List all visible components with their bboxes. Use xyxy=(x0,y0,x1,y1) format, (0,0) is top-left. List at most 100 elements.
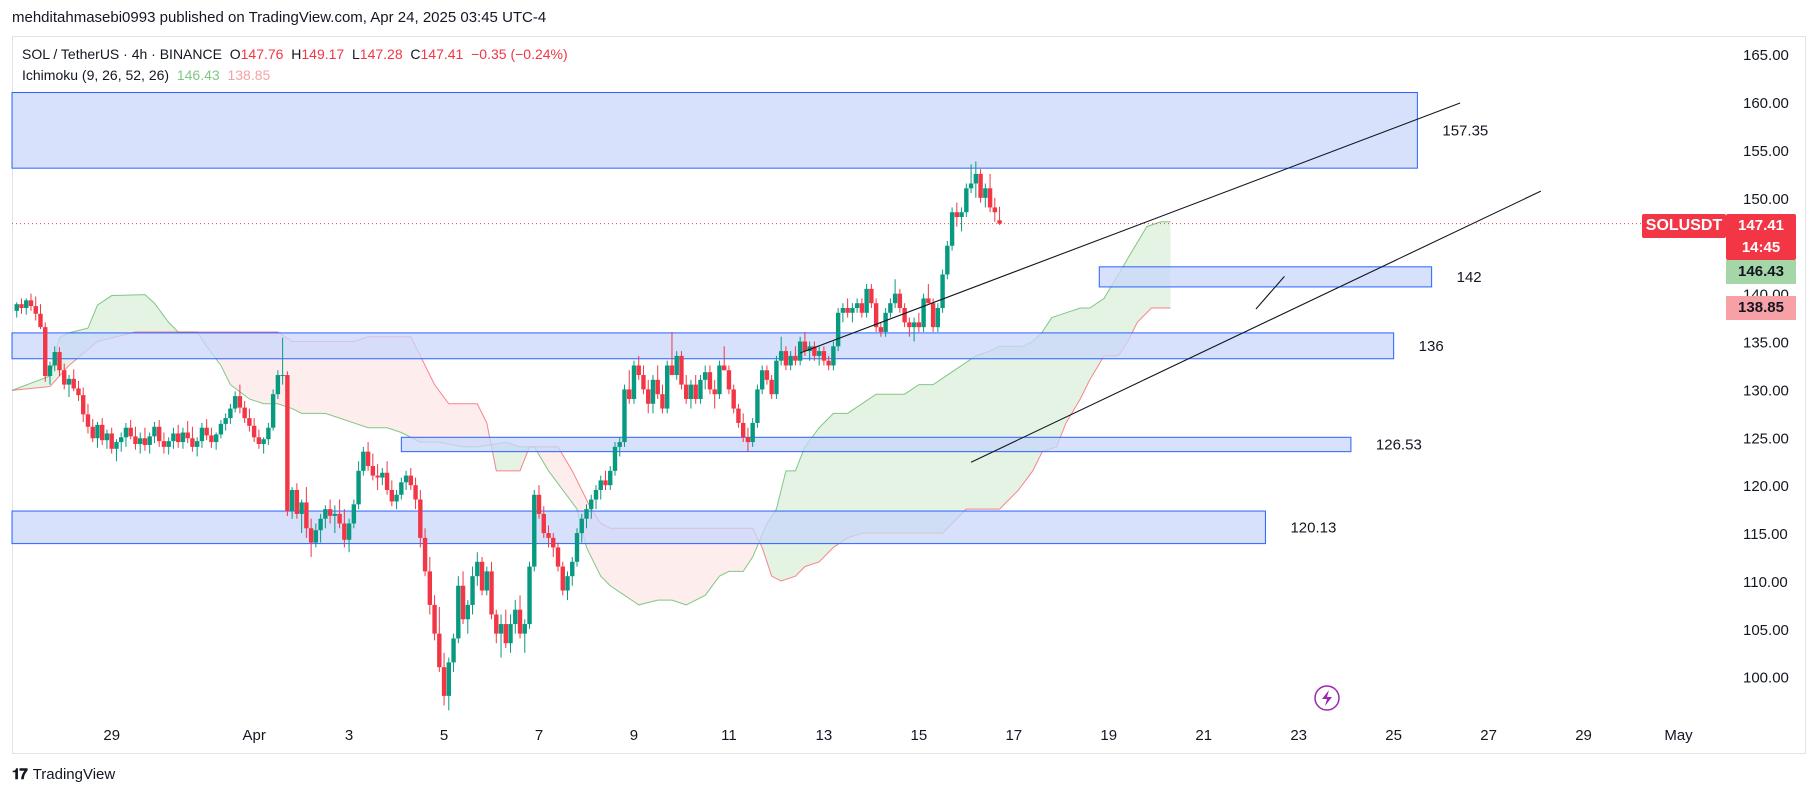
candle-body-27 xyxy=(142,438,148,445)
candle-body-106 xyxy=(517,609,523,634)
candle-body-144 xyxy=(698,379,703,399)
change-value: −0.35 (−0.24%) xyxy=(471,46,568,62)
candle-body-58 xyxy=(289,489,295,512)
tradingview-logo-icon: 𝟏𝟕 xyxy=(12,766,28,783)
symbol-label[interactable]: SOL / TetherUS · 4h · BINANCE xyxy=(22,46,222,62)
candle-body-45 xyxy=(228,408,233,419)
candle-body-165 xyxy=(797,341,803,361)
x-tick-label-13: 25 xyxy=(1385,727,1402,744)
candle-body-96 xyxy=(470,576,475,605)
candle-body-72 xyxy=(356,470,361,505)
candle-body-82 xyxy=(403,475,409,483)
candle-body-7 xyxy=(47,365,53,376)
candle-body-158 xyxy=(764,370,770,380)
candle-body-97 xyxy=(475,561,480,577)
candle-body-167 xyxy=(807,346,812,352)
candle-body-166 xyxy=(802,341,808,352)
price-tag-current: 147.41 14:45 xyxy=(1726,214,1796,260)
candle-body-134 xyxy=(650,379,656,404)
candle-body-28 xyxy=(147,436,152,445)
candle-body-102 xyxy=(498,624,504,634)
candle-body-69 xyxy=(342,523,347,540)
candle-body-89 xyxy=(437,633,442,668)
candle-body-188 xyxy=(907,322,912,328)
candle-body-185 xyxy=(892,293,898,304)
x-tick-label-11: 21 xyxy=(1195,727,1212,744)
candle-body-3 xyxy=(28,300,34,307)
x-tick-label-2: 3 xyxy=(345,727,353,744)
price-tag-symbol: SOLUSDT xyxy=(1642,214,1726,238)
candle-body-140 xyxy=(679,355,684,385)
candle-body-189 xyxy=(911,322,917,328)
x-tick-label-15: 29 xyxy=(1575,727,1592,744)
y-tick-label-8: 120.00 xyxy=(1743,478,1789,495)
candle-body-44 xyxy=(223,418,228,424)
candle-body-99 xyxy=(484,571,489,591)
candle-body-142 xyxy=(688,384,694,399)
flash-icon-bolt xyxy=(1322,690,1332,706)
candle-body-41 xyxy=(209,435,214,443)
candle-body-83 xyxy=(408,475,414,486)
candle-body-141 xyxy=(684,384,689,399)
candle-body-182 xyxy=(878,327,884,332)
candle-body-176 xyxy=(850,308,855,313)
indicator-value-lead1: 146.43 xyxy=(176,67,220,83)
candle-body-26 xyxy=(137,438,143,444)
y-tick-label-1: 160.00 xyxy=(1743,95,1789,112)
candle-body-53 xyxy=(266,427,271,440)
candle-body-18 xyxy=(100,424,105,441)
candle-body-36 xyxy=(185,432,190,439)
candle-body-179 xyxy=(864,288,869,313)
candle-body-8 xyxy=(52,352,57,366)
candle-body-6 xyxy=(43,327,48,376)
candle-body-67 xyxy=(332,513,338,516)
candle-body-138 xyxy=(669,365,675,376)
candle-body-33 xyxy=(171,433,176,442)
y-tick-label-7: 125.00 xyxy=(1743,430,1789,447)
candle-body-40 xyxy=(204,427,209,436)
candle-body-103 xyxy=(503,624,508,644)
candle-body-79 xyxy=(389,489,395,502)
candle-body-55 xyxy=(275,375,281,395)
close-label: C xyxy=(410,46,421,62)
chart-legend: SOL / TetherUS · 4h · BINANCE O147.76 H1… xyxy=(22,44,568,86)
close-value: 147.41 xyxy=(420,46,464,62)
chart-frame xyxy=(12,36,1806,754)
y-tick-label-5: 135.00 xyxy=(1743,334,1789,351)
trendline-0 xyxy=(799,102,1461,354)
candle-body-205 xyxy=(987,188,993,208)
x-tick-label-1: Apr xyxy=(242,727,265,744)
candle-body-75 xyxy=(370,466,376,476)
candle-body-151 xyxy=(731,389,736,409)
candle-body-74 xyxy=(365,451,371,467)
candle-body-98 xyxy=(479,561,485,591)
indicator-label[interactable]: Ichimoku (9, 26, 52, 26) xyxy=(22,67,170,83)
candle-body-146 xyxy=(707,372,713,390)
candle-body-135 xyxy=(655,379,660,395)
footer-brand[interactable]: 𝟏𝟕 TradingView xyxy=(12,766,115,783)
candle-body-20 xyxy=(109,433,114,449)
x-tick-label-8: 15 xyxy=(911,727,928,744)
candle-body-171 xyxy=(826,360,831,366)
candle-body-17 xyxy=(95,424,100,439)
candle-body-127 xyxy=(617,442,622,447)
candle-body-66 xyxy=(327,509,333,516)
candle-body-119 xyxy=(579,518,584,534)
x-tick-label-5: 9 xyxy=(630,727,638,744)
candle-body-49 xyxy=(247,418,252,426)
x-tick-label-7: 13 xyxy=(816,727,833,744)
brand-name: TradingView xyxy=(32,766,116,783)
candle-body-137 xyxy=(665,365,670,409)
candle-body-121 xyxy=(589,499,594,510)
candle-body-145 xyxy=(702,372,708,380)
candle-body-159 xyxy=(769,379,774,395)
candle-body-59 xyxy=(294,489,300,514)
candle-body-94 xyxy=(460,585,466,620)
price-tag-lead1: 146.43 xyxy=(1726,260,1796,284)
candle-body-29 xyxy=(152,426,157,437)
candle-body-169 xyxy=(816,351,822,356)
candle-body-47 xyxy=(237,396,243,408)
candle-body-24 xyxy=(128,427,133,437)
candle-body-21 xyxy=(114,442,119,449)
